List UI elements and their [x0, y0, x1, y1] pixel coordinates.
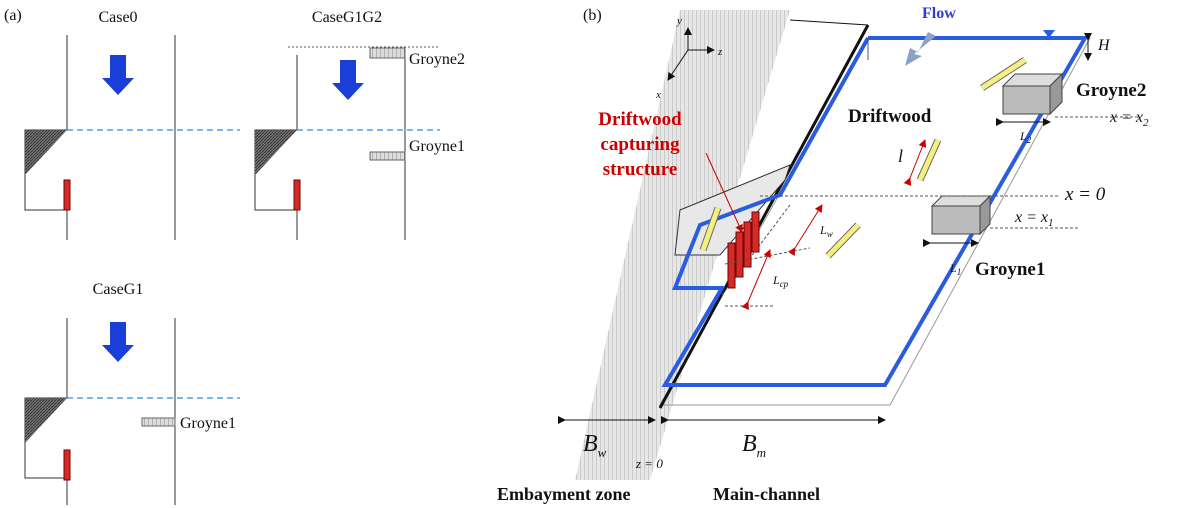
case-title: CaseG1	[93, 281, 144, 298]
zone-label: Embayment zone	[497, 484, 631, 504]
groyne-label: Groyne2	[1076, 80, 1146, 101]
case-diagram: CaseG1 Groyne1	[24, 281, 240, 505]
depth-label: H	[1097, 37, 1111, 54]
structure-label: structure	[603, 159, 678, 180]
groyne-label: Groyne1	[409, 138, 465, 155]
length-label: L1	[949, 261, 961, 277]
case-title: CaseG1G2	[312, 9, 382, 26]
channel-sketch	[558, 10, 1140, 480]
groyne-label: Groyne1	[180, 415, 236, 432]
groyne-label: Groyne1	[975, 259, 1045, 280]
length-label: Lcp	[772, 273, 789, 289]
case-title: Case0	[98, 9, 137, 26]
panel-label: (b)	[583, 7, 602, 24]
structure-label: capturing	[600, 134, 680, 155]
position-label: x = x2	[1109, 109, 1149, 129]
origin-label: z = 0	[635, 456, 663, 471]
axis-label: z	[717, 46, 723, 58]
structure-label: Driftwood	[598, 109, 682, 130]
case-diagram: CaseG1G2 Groyne2 Groyne1	[254, 9, 465, 240]
axis-label: x	[655, 89, 661, 101]
panel-b-labels: Flow H y x z Driftwood capturing structu…	[497, 5, 1149, 504]
position-label: x = x1	[1014, 209, 1054, 229]
axis-label: y	[676, 15, 682, 27]
width-label: Bm	[742, 431, 766, 460]
panel-label: (a)	[4, 7, 22, 24]
length-label: L2	[1019, 129, 1032, 145]
length-label: Lw	[819, 223, 833, 239]
zone-label: Main-channel	[713, 484, 820, 504]
driftwood-label: Driftwood	[848, 106, 932, 127]
position-label: x = 0	[1064, 184, 1106, 205]
flow-label: Flow	[922, 5, 956, 22]
case-diagram: Case0	[24, 9, 240, 240]
groyne-label: Groyne2	[409, 51, 465, 68]
width-label: Bw	[583, 431, 607, 460]
length-label: l	[898, 146, 903, 166]
